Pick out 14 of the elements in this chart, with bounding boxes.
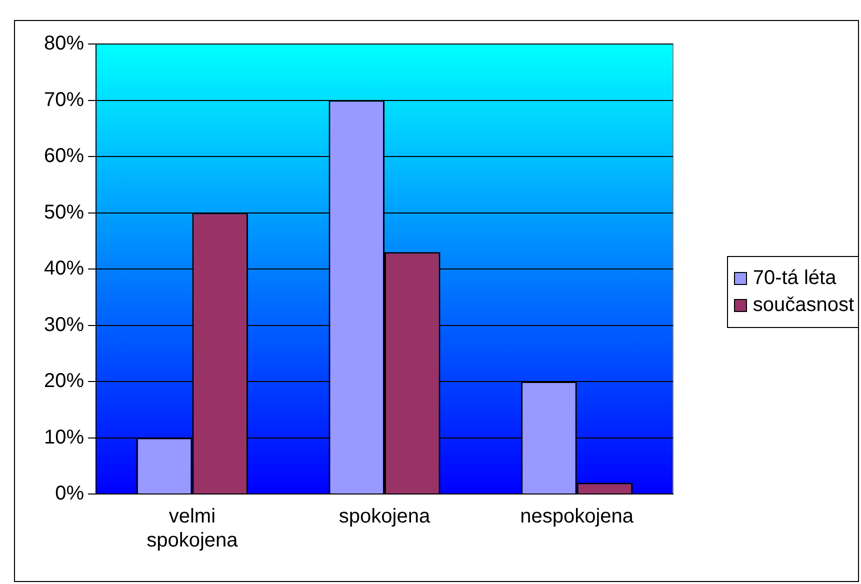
y-tick-label: 30% (44, 314, 84, 336)
y-tick-label: 20% (44, 370, 84, 392)
y-tick-label: 60% (44, 145, 84, 168)
y-tick-label: 10% (44, 426, 84, 448)
x-tick-label: nespokojena (520, 506, 634, 528)
legend-label: současnost (752, 294, 854, 317)
y-tick-label: 70% (44, 88, 84, 111)
x-tick-label: spokojena (338, 506, 431, 528)
y-tick-label: 0% (55, 482, 84, 505)
y-tick-label: 80% (44, 32, 84, 55)
y-tick-label: 50% (44, 201, 84, 224)
y-tick-label: 40% (44, 258, 84, 280)
text: 70-tá léta (752, 267, 836, 290)
x-tick-label: velmi spokojena (146, 506, 239, 552)
